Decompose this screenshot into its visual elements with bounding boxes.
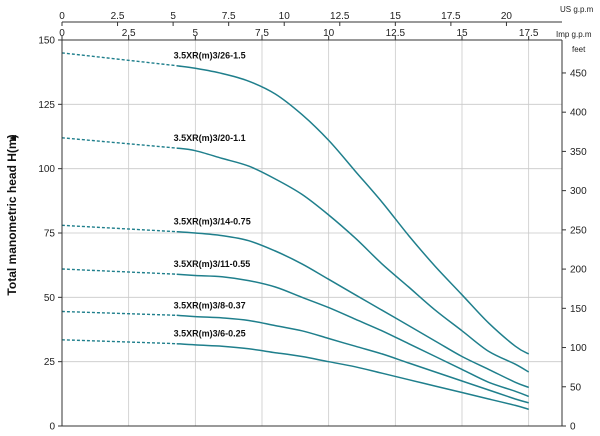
series-label: 3.5XR(m)3/20-1.1 — [174, 133, 246, 143]
curve-solid-segment — [176, 314, 529, 404]
curve-solid-segment — [176, 64, 530, 355]
feet-tick-label: 400 — [570, 108, 587, 119]
metre-tick-label: 150 — [38, 36, 55, 47]
curve-solid-segment — [176, 342, 529, 411]
feet-tick-label: 450 — [570, 68, 587, 79]
curve-dashed-segment — [61, 310, 177, 316]
imp-tick-label: 15 — [456, 28, 468, 39]
curve-dashed-segment — [61, 52, 177, 67]
imp-tick-label: 7.5 — [255, 28, 269, 39]
axes: 0 2.5 5 7.5 10 12.5 15 17.5 200 2.5 5 7.5 10 12.5 15 17… — [38, 11, 587, 433]
us-tick-label: 7.5 — [222, 11, 236, 22]
series-label: 3.5XR(m)3/6-0.25 — [174, 329, 246, 339]
feet-tick-label: 150 — [570, 304, 587, 315]
metre-tick-label: 0 — [49, 422, 55, 433]
metre-tick-label: 75 — [44, 229, 56, 240]
feet-tick-label: 0 — [570, 422, 576, 433]
imp-tick-label: 12.5 — [386, 28, 406, 39]
us-tick-label: 2.5 — [111, 11, 125, 22]
grid-lines — [61, 39, 562, 427]
series-labels: 3.5XR(m)3/26-1.5 3.5XR(m)3/20-1.1 3.5XR(m)… — [174, 51, 251, 339]
imp-tick-label: 2.5 — [122, 28, 136, 39]
us-tick-label: 15 — [390, 11, 402, 22]
feet-tick-label: 200 — [570, 265, 587, 276]
us-gpm-label: US g.p.m — [560, 5, 594, 14]
imp-tick-label: 17.5 — [519, 28, 539, 39]
metre-tick-label: 100 — [38, 164, 55, 175]
imp-gpm-label: Imp g.p.m — [556, 30, 592, 39]
series-label: 3.5XR(m)3/11-0.55 — [174, 259, 251, 269]
imp-tick-label: 0 — [59, 28, 65, 39]
us-tick-label: 17.5 — [441, 11, 461, 22]
y-axis-arrow-icon: ▲ — [7, 133, 19, 144]
curve-dashed-segment — [61, 224, 177, 233]
feet-tick-label: 350 — [570, 147, 587, 158]
series-label: 3.5XR(m)3/8-0.37 — [174, 300, 246, 310]
metre-tick-label: 25 — [44, 357, 56, 368]
us-tick-label: 5 — [170, 11, 176, 22]
feet-tick-label: 300 — [570, 186, 587, 197]
feet-unit-label: feet — [572, 45, 586, 54]
metre-tick-label: 50 — [44, 293, 56, 304]
series-label: 3.5XR(m)3/14-0.75 — [174, 217, 251, 227]
us-tick-label: 20 — [501, 11, 513, 22]
metre-tick-label: 125 — [38, 100, 55, 111]
feet-tick-label: 100 — [570, 343, 587, 354]
curve-solid-segment — [176, 147, 530, 373]
us-tick-label: 10 — [279, 11, 291, 22]
us-tick-label: 0 — [59, 11, 65, 22]
feet-tick-label: 50 — [570, 382, 582, 393]
curve-solid-segment — [176, 230, 529, 389]
curve-solid-segment — [176, 273, 529, 398]
imp-tick-label: 10 — [323, 28, 335, 39]
pump-curves — [61, 52, 530, 411]
feet-tick-label: 250 — [570, 225, 587, 236]
curve-dashed-segment — [61, 339, 177, 345]
us-tick-label: 12.5 — [330, 11, 350, 22]
series-label: 3.5XR(m)3/26-1.5 — [174, 51, 246, 61]
y-axis-title: Total manometric head H(m) — [5, 134, 19, 295]
curve-dashed-segment — [61, 137, 177, 149]
curve-dashed-segment — [61, 268, 177, 275]
imp-tick-label: 5 — [193, 28, 199, 39]
